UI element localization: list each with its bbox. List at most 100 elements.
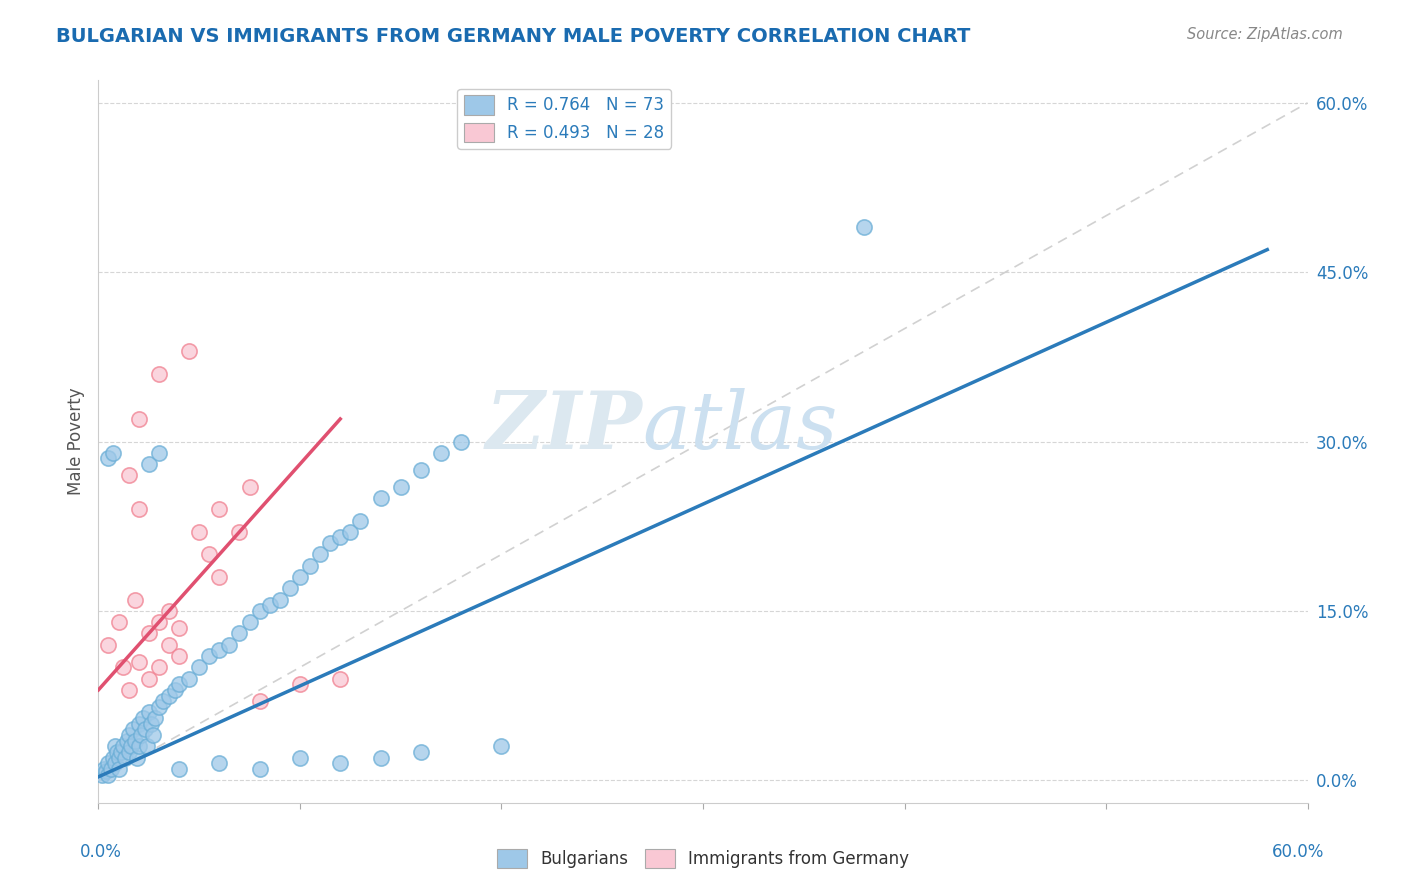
Point xyxy=(409,463,432,477)
Point xyxy=(179,344,201,359)
Point xyxy=(124,592,146,607)
Point xyxy=(97,756,120,771)
Point xyxy=(249,762,271,776)
Point xyxy=(208,643,231,657)
Point xyxy=(128,716,150,731)
Point xyxy=(339,524,361,539)
Point xyxy=(148,367,170,381)
Point xyxy=(107,750,129,764)
Point xyxy=(132,711,155,725)
Point xyxy=(148,699,170,714)
Point xyxy=(111,660,134,674)
Point xyxy=(118,468,141,483)
Point xyxy=(167,648,190,663)
Point xyxy=(430,446,453,460)
Point xyxy=(239,480,262,494)
Point xyxy=(118,728,141,742)
Point xyxy=(93,762,115,776)
Point xyxy=(329,756,352,771)
Point xyxy=(103,739,125,754)
Point xyxy=(167,677,190,691)
Point xyxy=(269,592,291,607)
Point xyxy=(228,524,250,539)
Point xyxy=(329,672,352,686)
Point xyxy=(138,706,160,720)
Point xyxy=(409,745,432,759)
Text: 0.0%: 0.0% xyxy=(80,843,122,861)
Point xyxy=(157,604,180,618)
Point xyxy=(299,558,322,573)
Point xyxy=(118,682,141,697)
Point xyxy=(138,457,160,471)
Point xyxy=(97,638,120,652)
Point xyxy=(157,689,180,703)
Point xyxy=(278,582,301,596)
Point xyxy=(125,750,148,764)
Point xyxy=(239,615,262,630)
Point xyxy=(107,615,129,630)
Point xyxy=(152,694,174,708)
Point xyxy=(111,739,134,754)
Point xyxy=(218,638,240,652)
Point xyxy=(128,502,150,516)
Point xyxy=(309,548,332,562)
Point xyxy=(370,491,392,505)
Point xyxy=(142,728,165,742)
Point xyxy=(450,434,472,449)
Point xyxy=(110,745,132,759)
Point xyxy=(208,502,231,516)
Point xyxy=(128,655,150,669)
Point xyxy=(135,739,157,754)
Point xyxy=(188,524,211,539)
Point xyxy=(101,446,124,460)
Point xyxy=(167,621,190,635)
Point xyxy=(148,615,170,630)
Legend: Bulgarians, Immigrants from Germany: Bulgarians, Immigrants from Germany xyxy=(491,842,915,875)
Text: 60.0%: 60.0% xyxy=(1271,843,1324,861)
Point xyxy=(129,728,152,742)
Point xyxy=(134,723,156,737)
Point xyxy=(349,514,371,528)
Point xyxy=(121,723,143,737)
Point xyxy=(198,648,221,663)
Point xyxy=(107,762,129,776)
Point xyxy=(188,660,211,674)
Point xyxy=(120,739,142,754)
Point xyxy=(138,672,160,686)
Point xyxy=(128,412,150,426)
Legend: R = 0.764   N = 73, R = 0.493   N = 28: R = 0.764 N = 73, R = 0.493 N = 28 xyxy=(457,88,671,149)
Point xyxy=(228,626,250,640)
Point xyxy=(143,711,166,725)
Point xyxy=(157,638,180,652)
Point xyxy=(91,767,114,781)
Point xyxy=(249,694,271,708)
Point xyxy=(208,570,231,584)
Point xyxy=(208,756,231,771)
Point xyxy=(288,570,311,584)
Point xyxy=(389,480,412,494)
Point xyxy=(163,682,186,697)
Text: atlas: atlas xyxy=(643,388,838,466)
Point xyxy=(118,745,141,759)
Point xyxy=(853,220,876,235)
Point xyxy=(103,756,125,771)
Point xyxy=(288,750,311,764)
Point xyxy=(105,745,128,759)
Point xyxy=(167,762,190,776)
Text: Source: ZipAtlas.com: Source: ZipAtlas.com xyxy=(1187,27,1343,42)
Point xyxy=(148,446,170,460)
Point xyxy=(148,660,170,674)
Point xyxy=(138,626,160,640)
Y-axis label: Male Poverty: Male Poverty xyxy=(66,388,84,495)
Point xyxy=(96,764,118,779)
Point xyxy=(100,762,122,776)
Text: BULGARIAN VS IMMIGRANTS FROM GERMANY MALE POVERTY CORRELATION CHART: BULGARIAN VS IMMIGRANTS FROM GERMANY MAL… xyxy=(56,27,970,45)
Point xyxy=(128,739,150,754)
Point xyxy=(370,750,392,764)
Text: ZIP: ZIP xyxy=(485,388,643,466)
Point xyxy=(114,750,136,764)
Point xyxy=(97,451,120,466)
Point xyxy=(288,677,311,691)
Point xyxy=(329,531,352,545)
Point xyxy=(101,750,124,764)
